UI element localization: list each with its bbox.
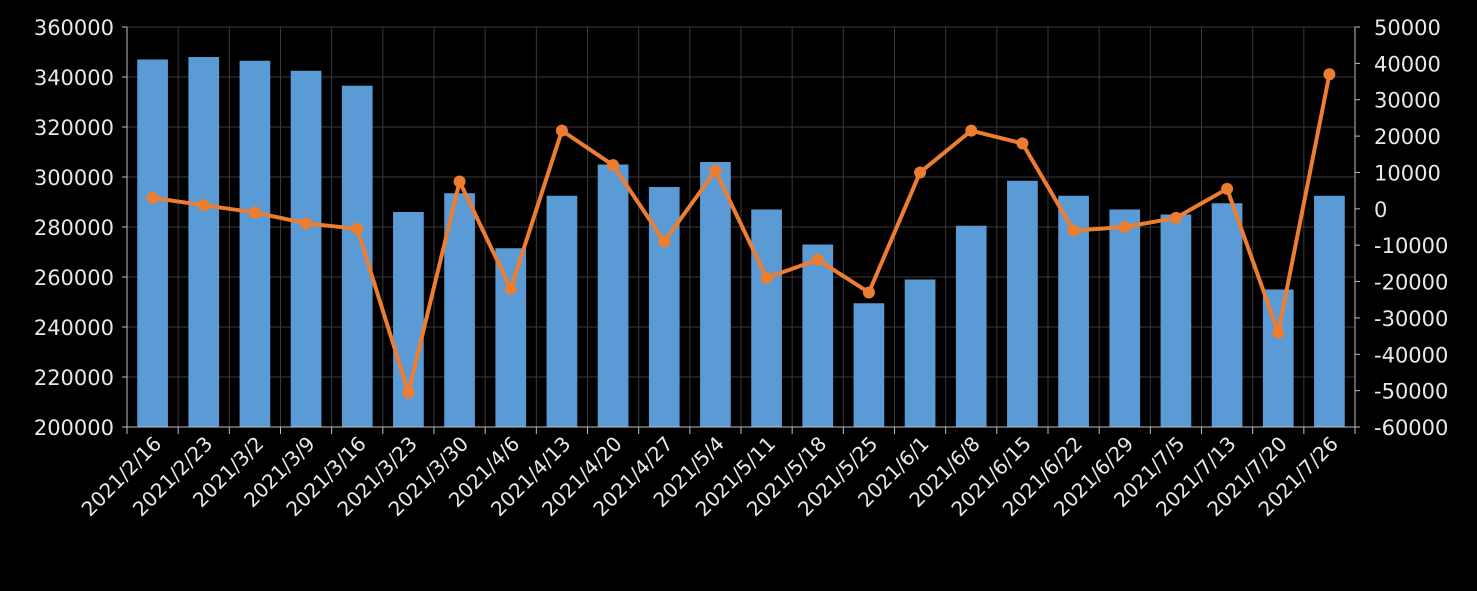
right-tick-label: 50000 bbox=[1374, 16, 1441, 40]
right-tick-label: -20000 bbox=[1374, 271, 1448, 295]
left-tick-label: 300000 bbox=[34, 166, 114, 190]
line-point bbox=[607, 159, 620, 172]
line-series bbox=[146, 68, 1336, 399]
line-point bbox=[914, 166, 927, 179]
bar bbox=[1314, 195, 1345, 427]
line-point bbox=[453, 175, 466, 188]
left-tick-label: 220000 bbox=[34, 366, 114, 390]
bar bbox=[751, 209, 782, 427]
left-tick-label: 260000 bbox=[34, 266, 114, 290]
bar bbox=[1007, 180, 1038, 427]
left-tick-label: 280000 bbox=[34, 216, 114, 240]
bar bbox=[955, 225, 987, 427]
line-point bbox=[351, 222, 364, 235]
line-point bbox=[504, 282, 517, 295]
line-point bbox=[811, 253, 824, 266]
line-point bbox=[1221, 182, 1234, 195]
axes bbox=[122, 26, 1360, 434]
right-tick-label: 20000 bbox=[1374, 125, 1441, 149]
right-tick-label: 40000 bbox=[1374, 52, 1441, 76]
bar bbox=[1211, 203, 1243, 427]
line-point bbox=[658, 235, 671, 248]
bar bbox=[188, 57, 220, 427]
right-tick-label: -10000 bbox=[1374, 234, 1448, 258]
bar bbox=[802, 244, 834, 427]
left-tick-label: 240000 bbox=[34, 316, 114, 340]
bar bbox=[904, 279, 936, 427]
right-tick-label: 10000 bbox=[1374, 161, 1441, 185]
bar bbox=[546, 195, 578, 427]
line-point bbox=[1272, 326, 1285, 339]
line-point bbox=[146, 191, 159, 204]
line-point bbox=[248, 206, 261, 219]
x-axis-tick-labels: 2021/2/162021/2/232021/3/22021/3/92021/3… bbox=[77, 432, 1343, 521]
line-point bbox=[402, 386, 415, 399]
line-point bbox=[300, 217, 313, 230]
bar bbox=[1262, 289, 1294, 427]
line-point bbox=[709, 164, 722, 177]
bar bbox=[495, 248, 527, 427]
line-point bbox=[197, 199, 210, 212]
line-point bbox=[1067, 224, 1080, 237]
line-point bbox=[1118, 221, 1131, 233]
bar-series bbox=[137, 57, 1345, 427]
line-point bbox=[555, 124, 568, 137]
left-tick-label: 360000 bbox=[34, 16, 114, 40]
right-tick-label: 0 bbox=[1374, 198, 1387, 222]
left-axis-tick-labels: 200000 220000 240000 260000 280000 300000 3200… bbox=[34, 16, 114, 440]
right-tick-label: 30000 bbox=[1374, 89, 1441, 113]
bar bbox=[700, 162, 731, 427]
bar bbox=[1160, 214, 1192, 427]
left-tick-label: 200000 bbox=[34, 416, 114, 440]
right-tick-label: -50000 bbox=[1374, 380, 1448, 404]
line-point bbox=[1169, 211, 1182, 224]
series-line bbox=[152, 73, 1332, 395]
left-tick-label: 340000 bbox=[34, 66, 114, 90]
line-point bbox=[760, 271, 773, 284]
bar bbox=[597, 164, 629, 427]
line-point bbox=[965, 124, 978, 137]
bar bbox=[137, 59, 168, 427]
left-tick-label: 320000 bbox=[34, 116, 114, 140]
bar bbox=[853, 303, 885, 427]
line-point bbox=[862, 286, 875, 299]
right-tick-label: -40000 bbox=[1374, 343, 1448, 367]
right-tick-label: -60000 bbox=[1374, 416, 1448, 440]
right-tick-label: -30000 bbox=[1374, 307, 1448, 331]
bar bbox=[341, 85, 373, 427]
line-point bbox=[1323, 68, 1336, 81]
line-point bbox=[1016, 137, 1029, 150]
bar bbox=[1109, 209, 1141, 427]
right-axis-tick-labels: -60000 -50000 -40000 -30000 -20000 -10000 0 100… bbox=[1374, 16, 1448, 440]
bar bbox=[239, 60, 271, 427]
bar bbox=[290, 70, 322, 427]
